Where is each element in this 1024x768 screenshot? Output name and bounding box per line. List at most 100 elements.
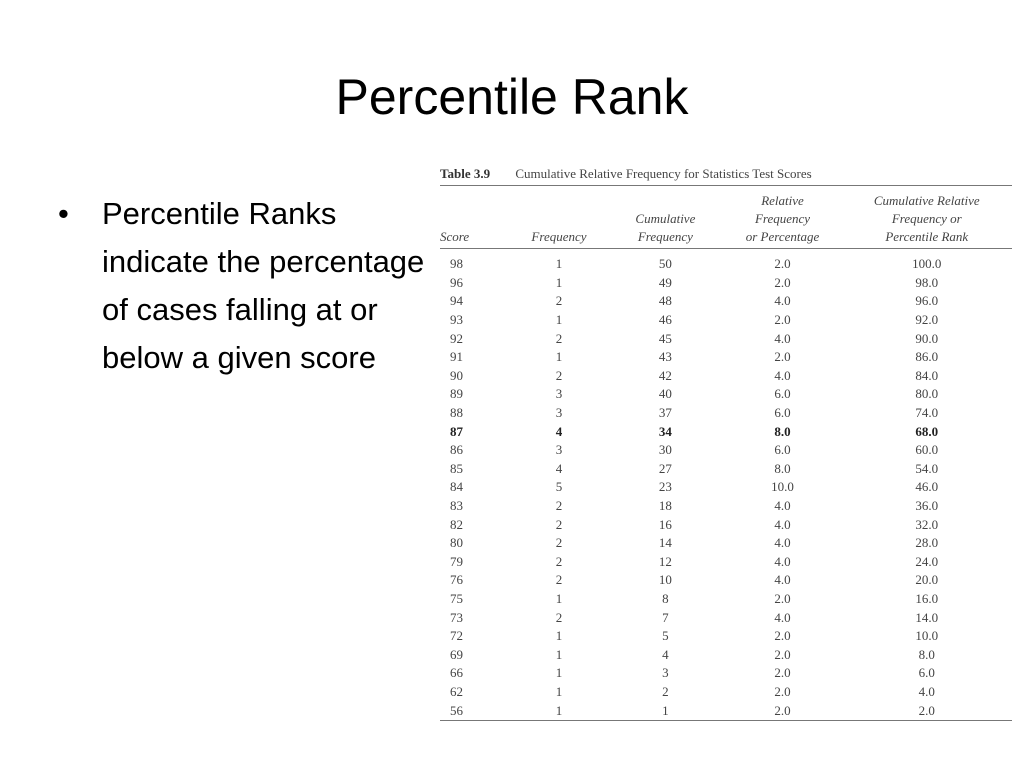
cumulative-frequency-cell: 1 xyxy=(607,701,724,721)
percentile-rank-cell: 68.0 xyxy=(915,423,939,439)
cumulative-frequency-cell: 30 xyxy=(658,442,672,458)
relative-frequency-cell: 2.0 xyxy=(723,701,842,721)
frequency-cell: 4 xyxy=(555,460,563,476)
table-row: 73 2 7 4.0 14.0 xyxy=(440,608,1012,627)
cumulative-frequency-cell: 50 xyxy=(658,256,672,272)
score-cell: 73 xyxy=(450,609,463,625)
relative-frequency-cell: 6.0 xyxy=(774,386,791,402)
cumulative-frequency-cell: 12 xyxy=(658,553,672,569)
percentile-rank-cell: 20.0 xyxy=(915,572,939,588)
table-row: 83 2 18 4.0 36.0 xyxy=(440,497,1012,516)
score-cell: 56 xyxy=(440,701,511,721)
cumulative-frequency-cell: 45 xyxy=(658,330,672,346)
percentile-rank-cell: 74.0 xyxy=(915,405,939,421)
score-cell: 76 xyxy=(450,572,463,588)
percentile-rank-cell: 8.0 xyxy=(918,646,935,662)
cumulative-frequency-cell: 49 xyxy=(658,274,672,290)
header-line: Frequency or xyxy=(891,211,962,226)
relative-frequency-cell: 2.0 xyxy=(774,628,791,644)
header-line: Cumulative Relative xyxy=(873,193,980,208)
cumulative-frequency-cell: 7 xyxy=(662,609,669,625)
score-cell: 96 xyxy=(450,274,463,290)
frequency-cell: 2 xyxy=(555,367,563,383)
score-cell: 89 xyxy=(450,386,463,402)
percentile-rank-cell: 98.0 xyxy=(915,274,939,290)
score-cell: 85 xyxy=(450,460,463,476)
relative-frequency-cell: 4.0 xyxy=(774,553,791,569)
table-row: 75 1 8 2.0 16.0 xyxy=(440,590,1012,609)
frequency-cell: 1 xyxy=(555,312,563,328)
frequency-cell: 1 xyxy=(555,683,563,699)
percentile-rank-cell: 96.0 xyxy=(915,293,939,309)
frequency-cell: 2 xyxy=(555,609,563,625)
percentile-rank-cell: 24.0 xyxy=(915,553,939,569)
frequency-cell: 2 xyxy=(555,498,563,514)
header-percentile-rank: Cumulative Relative Frequency or Percent… xyxy=(841,186,1012,249)
table-body: 98 1 50 2.0 100.0 96 1 49 2.0 98.0 94 2 48 4.0 96.0 93 1… xyxy=(440,249,1012,721)
relative-frequency-cell: 2.0 xyxy=(774,274,791,290)
score-cell: 75 xyxy=(450,590,463,606)
bullet-text: Percentile Ranks indicate the percentage… xyxy=(102,196,425,375)
bullet-dot: • xyxy=(58,196,69,231)
table-row: 62 1 2 2.0 4.0 xyxy=(440,683,1012,702)
table-row: 92 2 45 4.0 90.0 xyxy=(440,329,1012,348)
frequency-table: Score Frequency Cumulative Frequency Rel… xyxy=(440,186,1012,721)
percentile-rank-cell: 2.0 xyxy=(841,701,1012,721)
percentile-rank-cell: 84.0 xyxy=(915,367,939,383)
relative-frequency-cell: 4.0 xyxy=(774,293,791,309)
percentile-rank-cell: 16.0 xyxy=(915,590,939,606)
table-row: 79 2 12 4.0 24.0 xyxy=(440,553,1012,572)
score-cell: 92 xyxy=(450,330,463,346)
score-cell: 93 xyxy=(450,312,463,328)
table-row: 69 1 4 2.0 8.0 xyxy=(440,645,1012,664)
percentile-rank-cell: 14.0 xyxy=(915,609,939,625)
table-caption-number: Table 3.9 xyxy=(440,166,491,181)
table-row: 56 1 1 2.0 2.0 xyxy=(440,701,1012,721)
score-cell: 98 xyxy=(450,256,463,272)
percentile-rank-cell: 100.0 xyxy=(912,256,942,272)
table-row: 84 5 23 10.0 46.0 xyxy=(440,478,1012,497)
cumulative-frequency-cell: 18 xyxy=(658,498,672,514)
frequency-cell: 1 xyxy=(555,274,563,290)
score-cell: 83 xyxy=(450,498,463,514)
cumulative-frequency-cell: 48 xyxy=(658,293,672,309)
cumulative-frequency-cell: 46 xyxy=(658,312,672,328)
cumulative-frequency-cell: 34 xyxy=(658,423,672,439)
header-relative-frequency: Relative Frequency or Percentage xyxy=(723,186,842,249)
percentile-rank-cell: 86.0 xyxy=(915,349,939,365)
percentile-rank-cell: 32.0 xyxy=(915,516,939,532)
frequency-cell: 1 xyxy=(555,646,563,662)
relative-frequency-cell: 6.0 xyxy=(774,405,791,421)
relative-frequency-cell: 4.0 xyxy=(774,498,791,514)
score-cell: 62 xyxy=(450,683,463,699)
frequency-cell: 3 xyxy=(555,405,563,421)
table-row: 86 3 30 6.0 60.0 xyxy=(440,441,1012,460)
percentile-rank-cell: 36.0 xyxy=(915,498,939,514)
frequency-cell: 2 xyxy=(555,572,563,588)
score-cell: 66 xyxy=(450,665,463,681)
score-cell: 90 xyxy=(450,367,463,383)
frequency-cell: 4 xyxy=(555,423,563,439)
score-cell: 91 xyxy=(450,349,463,365)
score-cell: 84 xyxy=(450,479,463,495)
percentile-rank-cell: 90.0 xyxy=(915,330,939,346)
relative-frequency-cell: 2.0 xyxy=(774,256,791,272)
cumulative-frequency-cell: 42 xyxy=(658,367,672,383)
score-cell: 87 xyxy=(450,423,463,439)
cumulative-frequency-cell: 4 xyxy=(662,646,669,662)
relative-frequency-cell: 2.0 xyxy=(774,312,791,328)
cumulative-frequency-cell: 16 xyxy=(658,516,672,532)
score-cell: 94 xyxy=(450,293,463,309)
frequency-cell: 2 xyxy=(555,293,563,309)
score-cell: 88 xyxy=(450,405,463,421)
cumulative-frequency-cell: 23 xyxy=(658,479,672,495)
table-row: 89 3 40 6.0 80.0 xyxy=(440,385,1012,404)
cumulative-frequency-cell: 8 xyxy=(662,590,669,606)
frequency-cell: 1 xyxy=(555,628,563,644)
relative-frequency-cell: 8.0 xyxy=(774,460,791,476)
header-score: Score xyxy=(440,186,511,249)
header-line: Frequency xyxy=(531,229,587,244)
table-row: 87 4 34 8.0 68.0 xyxy=(440,422,1012,441)
frequency-cell: 1 xyxy=(555,665,563,681)
header-line: Frequency xyxy=(637,229,693,244)
